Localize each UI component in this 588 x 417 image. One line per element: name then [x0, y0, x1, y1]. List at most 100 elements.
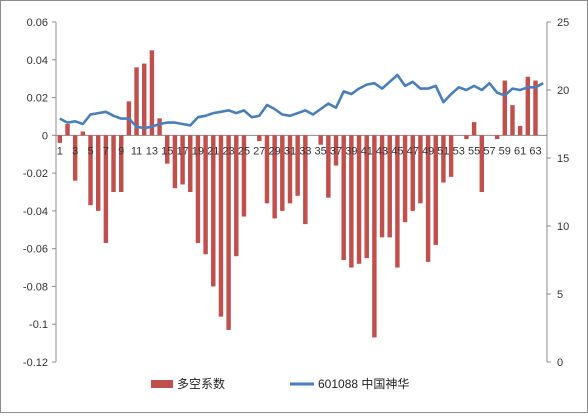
- bar: [218, 135, 224, 317]
- bar: [272, 135, 277, 219]
- bar: [88, 135, 93, 206]
- bar: [149, 50, 155, 136]
- bar: [395, 135, 400, 268]
- bar: [195, 135, 201, 243]
- bar: [303, 135, 308, 225]
- x-tick-label: 7: [103, 145, 109, 157]
- y-right-tick-label: 0: [557, 357, 563, 369]
- x-tick-label: 59: [499, 145, 511, 157]
- bar: [502, 80, 508, 136]
- y-right-tick-label: 15: [557, 153, 569, 165]
- x-tick-label: 57: [483, 145, 495, 157]
- x-tick-label: 61: [514, 145, 526, 157]
- x-tick-label: 47: [407, 145, 419, 157]
- x-tick-label: 33: [299, 145, 311, 157]
- x-tick-label: 13: [146, 145, 158, 157]
- bar: [441, 135, 446, 183]
- bar: [95, 135, 101, 211]
- x-tick-label: 63: [529, 145, 541, 157]
- y-left-tick-label: -0.1: [29, 319, 48, 331]
- x-tick-label: 43: [376, 145, 388, 157]
- x-tick-label: 29: [269, 145, 281, 157]
- x-tick-label: 5: [87, 145, 93, 157]
- bar: [418, 135, 423, 204]
- bar: [65, 124, 70, 136]
- y-right-tick-label: 10: [557, 221, 569, 233]
- bar: [425, 135, 431, 262]
- bar: [57, 135, 63, 143]
- bar: [525, 76, 531, 136]
- bar: [234, 135, 239, 257]
- x-tick-label: 53: [453, 145, 465, 157]
- bar: [80, 131, 86, 136]
- bar: [372, 135, 377, 338]
- x-tick-label: 11: [131, 145, 142, 157]
- x-tick-label: 19: [192, 145, 204, 157]
- bar: [103, 135, 109, 243]
- x-tick-label: 41: [361, 145, 373, 157]
- bar: [287, 135, 293, 204]
- bar: [326, 135, 331, 198]
- bar: [280, 135, 285, 211]
- y-left-tick-label: 0.04: [27, 55, 48, 67]
- bar: [494, 135, 500, 140]
- bar: [356, 135, 362, 264]
- y-left-tick-label: -0.02: [23, 168, 48, 180]
- x-tick-label: 39: [345, 145, 357, 157]
- x-tick-label: 51: [437, 145, 449, 157]
- y-right-tick-label: 25: [557, 17, 569, 29]
- x-tick-label: 9: [118, 145, 124, 157]
- bar-series: [57, 50, 538, 338]
- bar: [471, 122, 477, 136]
- bar: [333, 135, 339, 166]
- legend-bar-swatch: [151, 380, 173, 388]
- y-right-tick-label: 20: [557, 85, 569, 97]
- bar: [241, 135, 247, 217]
- y-left-tick-label: -0.08: [23, 281, 48, 293]
- bar: [295, 135, 300, 196]
- x-tick-label: 23: [222, 145, 234, 157]
- x-tick-label: 31: [284, 145, 296, 157]
- bar: [533, 80, 538, 136]
- bar: [157, 118, 162, 136]
- line-series: [59, 73, 544, 130]
- bar: [402, 135, 408, 223]
- y-left-tick-label: 0.02: [27, 93, 48, 105]
- x-tick-label: 35: [315, 145, 327, 157]
- x-tick-label: 3: [72, 145, 78, 157]
- y-left-tick-label: 0: [42, 130, 48, 142]
- bar: [203, 135, 208, 255]
- bar: [72, 135, 78, 181]
- bar: [264, 135, 270, 204]
- bar: [211, 135, 216, 287]
- bar: [134, 67, 139, 136]
- bar: [318, 135, 323, 145]
- x-tick-label: 21: [207, 145, 219, 157]
- bar: [410, 135, 415, 211]
- y-left-tick-label: 0.06: [27, 17, 48, 29]
- bar: [257, 135, 262, 141]
- bar: [517, 125, 523, 136]
- bar: [387, 135, 392, 238]
- x-tick-label: 17: [176, 145, 188, 157]
- y-left-tick-label: -0.04: [23, 206, 48, 218]
- x-tick-label: 45: [391, 145, 403, 157]
- y-left-tick-label: -0.06: [23, 244, 48, 256]
- legend-line-label: 601088 中国神华: [318, 376, 409, 391]
- bar: [341, 135, 346, 260]
- x-tick-label: 37: [330, 145, 342, 157]
- bar: [510, 105, 515, 136]
- y-right-tick-label: 5: [557, 289, 563, 301]
- bar: [118, 135, 124, 192]
- bar: [379, 135, 385, 238]
- bar: [111, 135, 116, 192]
- bar: [180, 135, 185, 185]
- bar: [172, 135, 178, 189]
- bar: [226, 135, 231, 330]
- tick-labels: 0.06 0.04 0.02 0 -0.02 -0.04 -0.06 -0.08 -0.1 -0.…: [23, 17, 569, 369]
- x-tick-label: 49: [422, 145, 434, 157]
- legend: 多空系数 601088 中国神华: [151, 376, 409, 391]
- x-tick-label: 25: [238, 145, 250, 157]
